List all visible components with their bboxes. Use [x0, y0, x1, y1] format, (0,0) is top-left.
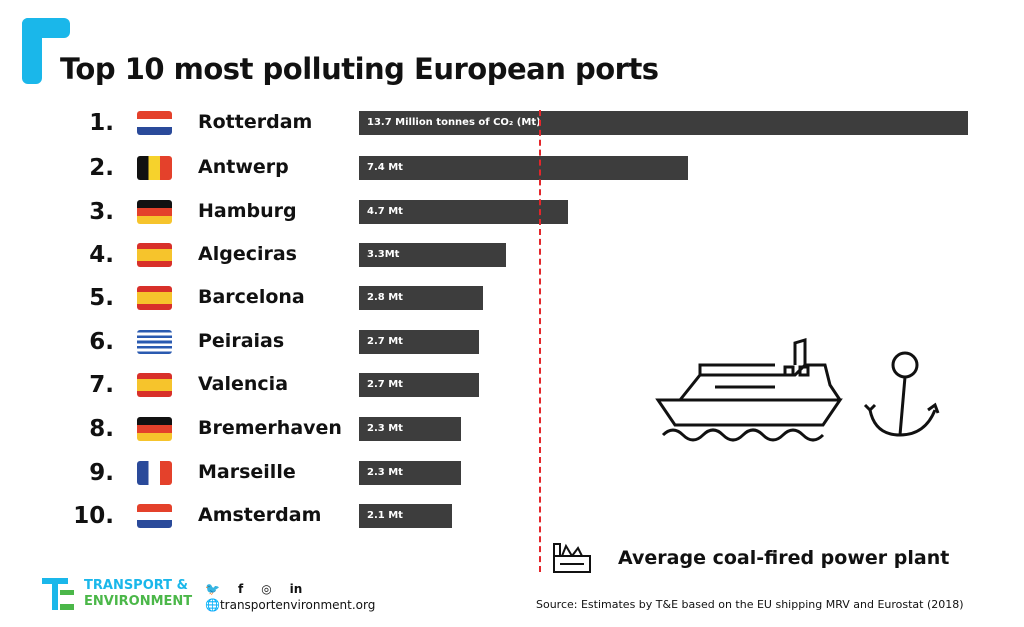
bar-value-label: 7.4 Mt: [367, 162, 403, 173]
rank-label: 4.: [89, 242, 114, 268]
te-logo-icon: [42, 578, 74, 610]
twitter-icon[interactable]: 🐦: [205, 582, 220, 596]
bar: 2.3 Mt: [359, 461, 462, 485]
bar: 2.3 Mt: [359, 417, 462, 441]
chart-row: 6. Peiraias 2.7 Mt: [0, 327, 1024, 357]
port-name: Hamburg: [198, 200, 297, 222]
social-links: 🐦 f ◎ in: [205, 582, 302, 596]
port-name: Antwerp: [198, 156, 289, 178]
bar: 3.3Mt: [359, 243, 506, 267]
rank-label: 2.: [89, 155, 114, 181]
globe-icon: 🌐: [205, 598, 220, 612]
bar: 2.7 Mt: [359, 330, 480, 354]
port-name: Valencia: [198, 373, 289, 395]
rank-label: 6.: [89, 329, 114, 355]
website-link[interactable]: 🌐transportenvironment.org: [205, 598, 375, 612]
flag-nl-icon: [137, 504, 172, 528]
rank-label: 10.: [73, 503, 114, 529]
te-logo[interactable]: TRANSPORT & ENVIRONMENT: [42, 578, 192, 610]
flag-de-icon: [137, 417, 172, 441]
bar-value-label: 2.3 Mt: [367, 467, 403, 478]
legend-label: Average coal-fired power plant: [618, 547, 950, 569]
rank-label: 8.: [89, 416, 114, 442]
rank-label: 7.: [89, 372, 114, 398]
chart-row: 4. Algeciras 3.3Mt: [0, 240, 1024, 270]
port-name: Peiraias: [198, 330, 285, 352]
port-name: Barcelona: [198, 286, 305, 308]
chart-row: 1. Rotterdam 13.7 Million tonnes of CO₂ (M…: [0, 108, 1024, 138]
port-name: Amsterdam: [198, 504, 322, 526]
flag-es-icon: [137, 286, 172, 310]
bar-value-label: 4.7 Mt: [367, 206, 403, 217]
bar: 4.7 Mt: [359, 200, 568, 224]
instagram-icon[interactable]: ◎: [261, 582, 272, 596]
flag-de-icon: [137, 200, 172, 224]
brand-corner: [22, 18, 70, 84]
flag-nl-icon: [137, 111, 172, 135]
chart-row: 2. Antwerp 7.4 Mt: [0, 153, 1024, 183]
logo-line2: ENVIRONMENT: [84, 594, 193, 609]
facebook-icon[interactable]: f: [237, 582, 244, 596]
port-name: Bremerhaven: [198, 417, 342, 439]
chart-row: 10. Amsterdam 2.1 Mt: [0, 501, 1024, 531]
factory-icon: [553, 543, 591, 573]
chart-row: 7. Valencia 2.7 Mt: [0, 370, 1024, 400]
chart-row: 5. Barcelona 2.8 Mt: [0, 283, 1024, 313]
bar: 2.8 Mt: [359, 286, 484, 310]
page-title: Top 10 most polluting European ports: [60, 52, 659, 86]
bar: 13.7 Million tonnes of CO₂ (Mt): [359, 111, 968, 135]
rank-label: 9.: [89, 460, 114, 486]
flag-es-icon: [137, 243, 172, 267]
linkedin-icon[interactable]: in: [289, 582, 303, 596]
bar-value-label: 2.7 Mt: [367, 379, 403, 390]
bar-value-label: 2.8 Mt: [367, 292, 403, 303]
flag-be-icon: [137, 156, 172, 180]
bar-value-label: 2.1 Mt: [367, 510, 403, 521]
logo-line1: TRANSPORT &: [84, 578, 188, 593]
source-note: Source: Estimates by T&E based on the EU…: [536, 598, 964, 611]
bar-value-label: 2.7 Mt: [367, 336, 403, 347]
average-coal-plant-line: [539, 110, 542, 572]
rank-label: 5.: [89, 285, 114, 311]
port-name: Marseille: [198, 461, 296, 483]
bar: 2.7 Mt: [359, 373, 480, 397]
port-name: Algeciras: [198, 243, 297, 265]
rank-label: 1.: [89, 110, 114, 136]
flag-es-icon: [137, 373, 172, 397]
chart-row: 8. Bremerhaven 2.3 Mt: [0, 414, 1024, 444]
bar: 2.1 Mt: [359, 504, 453, 528]
ship-anchor-icon: [655, 337, 940, 442]
rank-label: 3.: [89, 199, 114, 225]
flag-fr-icon: [137, 461, 172, 485]
legend: Average coal-fired power plant: [552, 542, 949, 574]
port-name: Rotterdam: [198, 111, 313, 133]
bar-value-label: 2.3 Mt: [367, 423, 403, 434]
chart-row: 9. Marseille 2.3 Mt: [0, 458, 1024, 488]
flag-gr-icon: [137, 330, 172, 354]
bar: 7.4 Mt: [359, 156, 688, 180]
bar-value-label: 3.3Mt: [367, 249, 400, 260]
bar-value-label: 13.7 Million tonnes of CO₂ (Mt): [367, 117, 541, 128]
website-text: transportenvironment.org: [219, 598, 376, 612]
chart-row: 3. Hamburg 4.7 Mt: [0, 197, 1024, 227]
